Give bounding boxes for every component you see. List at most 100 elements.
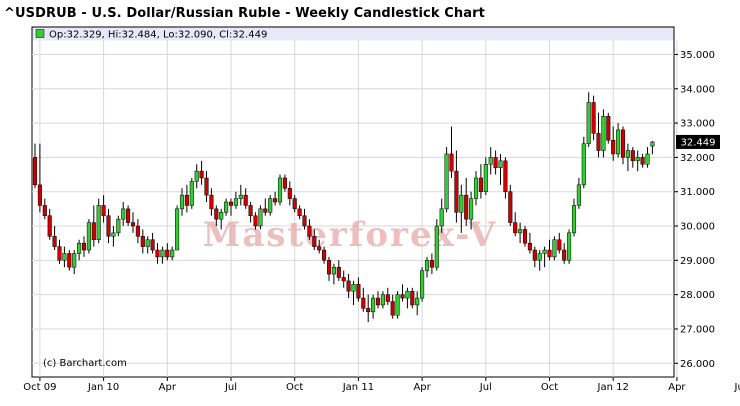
candle-body [581, 143, 586, 186]
candle-body [101, 205, 106, 216]
candle-body [224, 201, 229, 213]
candle-down [326, 256, 332, 281]
candle-body [263, 208, 268, 213]
candle-body [601, 115, 606, 151]
candle-body [81, 242, 87, 251]
candle-body [214, 208, 219, 220]
candle-up [650, 140, 655, 155]
candle-body [326, 260, 332, 275]
candle-down [37, 143, 42, 213]
candle-down [346, 274, 351, 299]
candle-body [160, 249, 165, 258]
candle-down [243, 188, 248, 209]
candle-down [42, 198, 47, 220]
candle-down [508, 184, 513, 227]
x-tick-label: Jul [224, 382, 237, 393]
candle-up [420, 267, 425, 302]
y-tick-label: 32.000 [680, 153, 715, 164]
candle-up [160, 246, 165, 264]
candle-body [228, 201, 234, 206]
candle-down [336, 260, 341, 281]
candle-down [390, 294, 395, 319]
candle-body [121, 208, 126, 220]
candle-down [562, 243, 567, 264]
candle-down [547, 239, 552, 261]
candle-up [581, 136, 586, 189]
candle-up [395, 291, 400, 319]
candle-body [611, 139, 616, 155]
candle-up [277, 174, 283, 206]
candle-body [508, 191, 513, 223]
candle-body [498, 160, 503, 168]
x-tick-label: Oct 09 [23, 382, 56, 393]
y-tick-label: 33.000 [680, 119, 715, 130]
last-price-label: 32.449 [681, 137, 716, 148]
candle-body [292, 198, 297, 210]
candle-down [184, 184, 189, 213]
y-tick-label: 26.000 [680, 359, 715, 370]
candle-body [302, 215, 307, 227]
candle-body [596, 133, 601, 151]
candle-down [101, 195, 106, 223]
chart-title: ^USDRUB - U.S. Dollar/Russian Ruble - We… [4, 6, 485, 21]
candle-down [47, 208, 52, 240]
candle-body [434, 225, 439, 268]
candle-down [67, 250, 72, 271]
candle-up [194, 164, 199, 189]
y-tick-label: 35.000 [680, 50, 715, 61]
candle-body [356, 284, 361, 299]
candle-down [493, 150, 498, 175]
candle-up [189, 177, 194, 209]
candle-up [571, 198, 577, 237]
candle-body [322, 249, 327, 261]
candle-body [400, 294, 405, 299]
candle-down [282, 174, 287, 192]
legend-ohlc-text: Op:32.329, Hi:32.484, Lo:32.090, Cl:32.4… [49, 30, 267, 41]
candle-up [483, 157, 488, 196]
candle-down [297, 205, 302, 220]
candle-down [596, 112, 601, 158]
candle-body [62, 253, 67, 261]
plot-area [31, 26, 675, 378]
candle-body [37, 184, 42, 206]
candle-up [444, 147, 449, 213]
y-tick-label: 28.000 [680, 290, 715, 301]
candle-down [429, 253, 434, 275]
candle-body [57, 246, 62, 261]
candle-body [375, 297, 381, 306]
candle-body [204, 177, 209, 196]
x-tick-label: Apr [668, 382, 686, 393]
candle-body [331, 266, 336, 275]
candle-up [219, 208, 224, 230]
candle-body [341, 277, 346, 282]
candle-body [199, 170, 204, 179]
y-axis: 35.000 34.000 33.000 32.000 31.000 30.000 29.0… [674, 50, 715, 370]
candle-down [106, 208, 111, 244]
candle-up [415, 291, 420, 316]
candle-body [390, 301, 395, 316]
candle-body [111, 232, 116, 237]
candle-body [42, 205, 47, 216]
candle-body [277, 177, 283, 203]
candle-body [444, 153, 449, 210]
candle-body [625, 150, 630, 158]
candle-body [567, 232, 572, 261]
candle-up [96, 198, 101, 244]
candle-down [135, 219, 140, 244]
candle-body [361, 297, 366, 309]
candle-body [86, 222, 91, 251]
legend-band [32, 27, 674, 41]
candle-down [366, 294, 371, 323]
candle-body [586, 102, 591, 144]
candle-body [527, 242, 532, 251]
x-tick-label: Apr [159, 382, 177, 393]
candle-down [312, 229, 317, 251]
candle-down [361, 287, 366, 312]
x-tick-label: Oct [541, 382, 558, 393]
x-axis: Oct 09 Jan 10 Apr Jul Oct Jan 11 Apr Jul Oct Jan … [23, 377, 740, 393]
candle-body [253, 215, 258, 227]
candle-body [282, 177, 287, 189]
candle-up [424, 256, 430, 278]
candle-up [224, 198, 229, 216]
candle-body [405, 290, 410, 299]
